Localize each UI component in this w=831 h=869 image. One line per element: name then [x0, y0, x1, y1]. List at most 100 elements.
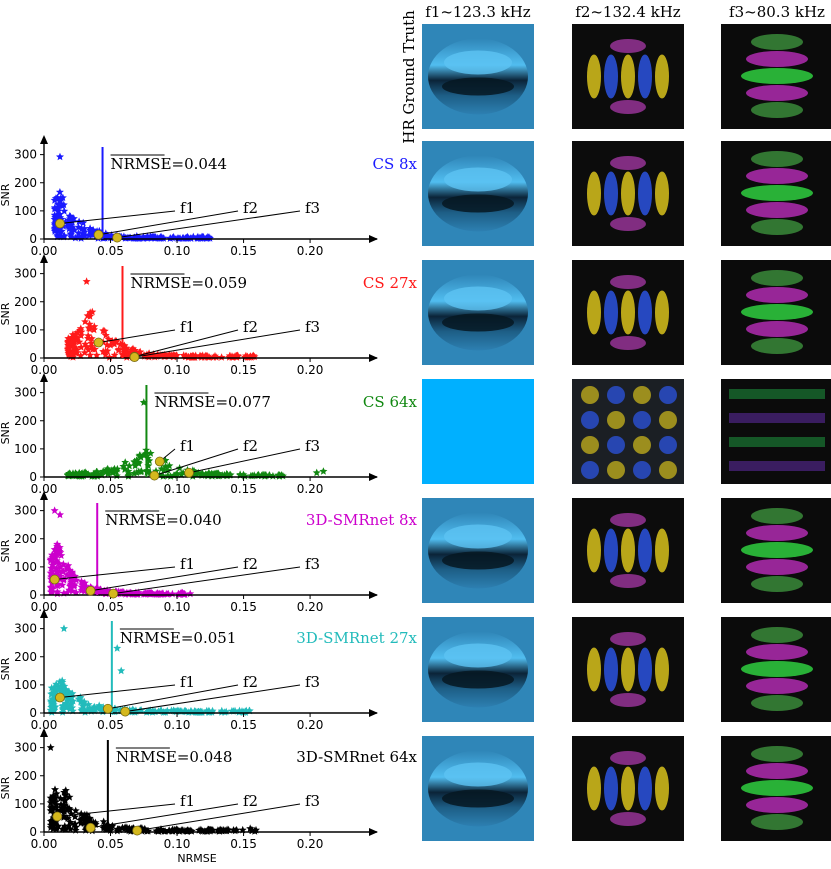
x-tick-label: 0.05 [97, 363, 124, 377]
cloud-marker [268, 472, 277, 480]
cloud-marker [101, 331, 110, 339]
x-tick-label: 0.20 [297, 363, 324, 377]
cloud-marker [157, 464, 166, 473]
cloud-marker [56, 562, 65, 571]
cloud-marker [68, 689, 77, 698]
image-tile-r2-c0 [422, 260, 534, 365]
annotation-label-f2: f2 [243, 792, 258, 810]
x-axis-arrow [369, 354, 378, 362]
annotation-label-f3: f3 [305, 199, 320, 217]
annotation-line-f2 [107, 684, 239, 710]
cloud-marker [72, 470, 81, 479]
cloud-marker [87, 334, 96, 343]
y-tick-label: 100 [14, 797, 37, 811]
x-tick-label: 0.10 [164, 363, 191, 377]
scatter-panel-4: 0.00 0.05 0.10 0.15 0.20 0 100 200 300 SNR NRMSE=0… [0, 491, 418, 614]
image-tile-r1-c0 [422, 141, 534, 246]
image-tile-r5-c1 [572, 617, 684, 722]
cloud-marker [55, 677, 64, 686]
annotation-label-f2: f2 [243, 555, 258, 573]
cloud-marker [50, 203, 59, 212]
cloud-marker [71, 823, 80, 831]
cloud-marker [217, 353, 226, 361]
y-axis-label: SNR [0, 657, 12, 680]
y-axis-label: SNR [0, 539, 12, 562]
cloud-marker [55, 188, 64, 196]
cloud-marker [71, 806, 80, 815]
point-f1 [93, 337, 104, 348]
scatter-panel-2: 0.00 0.05 0.10 0.15 0.20 0 100 200 300 SNR NRMSE=0… [0, 254, 418, 377]
x-axis-arrow [369, 235, 378, 243]
y-tick-label: 0 [29, 470, 37, 484]
x-tick-label: 0.05 [97, 482, 124, 496]
cloud-marker [212, 469, 221, 478]
cloud-marker [228, 353, 237, 361]
cloud-marker [76, 351, 85, 360]
cloud-marker [66, 229, 75, 238]
annotation-line-f3 [134, 329, 301, 358]
y-tick-label: 300 [14, 148, 37, 162]
y-tick-label: 100 [14, 442, 37, 456]
y-tick-label: 300 [14, 386, 37, 400]
x-tick-label: 0.15 [230, 837, 257, 851]
cloud-marker [92, 351, 101, 359]
x-tick-label: 0.15 [230, 482, 257, 496]
annotation-line-f2 [98, 210, 239, 236]
x-tick-label: 0.20 [297, 600, 324, 614]
y-axis-label: SNR [0, 302, 12, 325]
annotation-label-f3: f3 [305, 437, 320, 455]
cloud-marker [56, 232, 65, 241]
y-axis-label: SNR [0, 421, 12, 444]
cloud-marker [63, 565, 72, 573]
nrmse-label: NRMSE=0.059 [130, 274, 247, 292]
cloud-marker [66, 705, 74, 713]
point-f2 [102, 703, 113, 714]
x-tick-label: 0.10 [164, 244, 191, 258]
nrmse-label: NRMSE=0.048 [116, 748, 233, 766]
point-f1 [55, 692, 65, 703]
y-tick-label: 200 [14, 650, 37, 664]
y-tick-label: 0 [29, 825, 37, 839]
cloud-marker [57, 227, 66, 235]
annotation-label-f1: f1 [180, 318, 195, 336]
cloud-marker [78, 706, 87, 714]
cloud-marker [146, 449, 155, 457]
cloud-marker [131, 461, 140, 470]
cloud-marker [61, 825, 70, 833]
x-tick-label: 0.20 [297, 482, 324, 496]
cloud-marker [51, 785, 59, 793]
cloud-marker [134, 588, 143, 596]
image-tile-r3-c2 [721, 379, 831, 484]
x-tick-label: 0.05 [97, 837, 124, 851]
y-axis-arrow [40, 491, 48, 500]
cloud-marker [113, 825, 122, 833]
cloud-marker [89, 345, 97, 353]
cloud-marker [61, 786, 70, 794]
cloud-marker [68, 568, 77, 576]
cloud-marker [59, 560, 68, 568]
method-label: CS 8x [372, 155, 417, 173]
image-tile-r5-c0 [422, 617, 534, 722]
outlier-marker [60, 624, 68, 632]
y-axis-arrow [40, 609, 48, 618]
cloud-marker [194, 468, 203, 477]
cloud-marker [53, 823, 61, 832]
point-f2 [93, 229, 104, 240]
cloud-marker [130, 457, 139, 466]
cloud-marker [59, 704, 67, 712]
cloud-marker [53, 580, 62, 588]
x-tick-label: 0.05 [97, 718, 124, 732]
cloud-marker [77, 331, 86, 340]
x-tick-label: 0.20 [297, 837, 324, 851]
cloud-marker [67, 350, 76, 359]
nrmse-label: NRMSE=0.077 [154, 393, 271, 411]
image-tile-r4-c1 [572, 498, 684, 603]
cloud-marker [46, 696, 55, 705]
point-f3 [129, 352, 140, 363]
scatter-panel-3: 0.00 0.05 0.10 0.15 0.20 0 100 200 300 SNR NRMSE=0… [0, 373, 418, 496]
point-f3 [132, 825, 143, 836]
cloud-marker [100, 327, 109, 335]
cloud-marker [86, 224, 95, 232]
cloud-marker [198, 827, 207, 835]
x-axis-arrow [369, 473, 378, 481]
